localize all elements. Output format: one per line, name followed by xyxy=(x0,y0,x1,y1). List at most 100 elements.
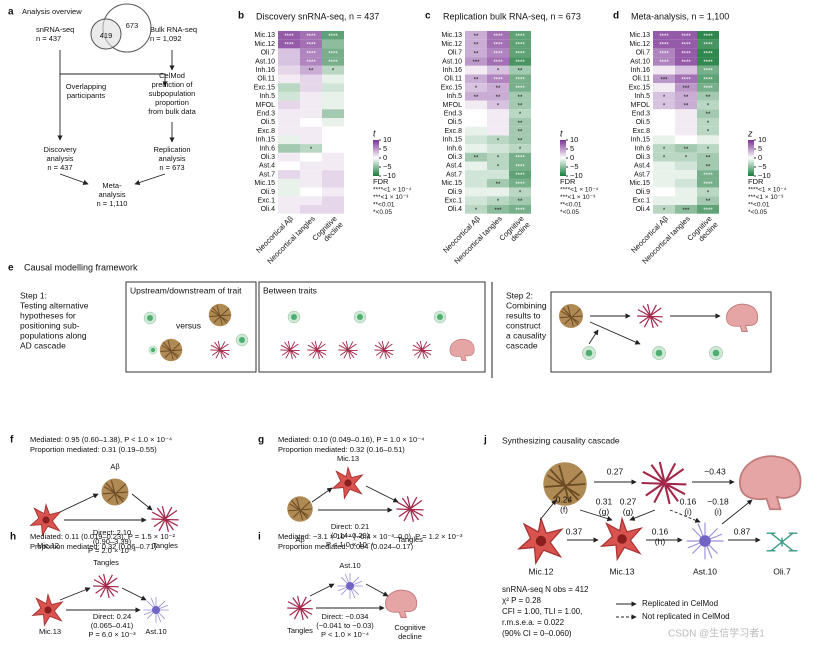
edge-label: (f) xyxy=(560,504,568,514)
heatmap-cell xyxy=(278,91,300,101)
significance-label: *** xyxy=(494,208,502,214)
significance-label: * xyxy=(707,191,710,197)
venn-label: 673 xyxy=(126,21,139,30)
heatmap-cell xyxy=(300,170,322,179)
color-tick-label: 5 xyxy=(570,144,574,153)
direct-effect: (0.14–0.29) xyxy=(331,531,370,540)
model-stat: (90% CI = 0–0.060) xyxy=(502,629,572,638)
heatmap-cell xyxy=(465,57,487,66)
heatmap-cell xyxy=(675,178,697,188)
heatmap-cell xyxy=(653,118,675,127)
heatmap-cell xyxy=(278,144,300,153)
heatmap-cell xyxy=(675,118,697,127)
heatmap-cell xyxy=(278,109,300,118)
heatmap-cell xyxy=(322,161,344,171)
significance-label: **** xyxy=(681,43,691,49)
panel-label: b xyxy=(238,11,244,22)
heatmap-cell xyxy=(465,205,487,214)
node-label: Discovery xyxy=(44,145,77,154)
row-label: Oli.11 xyxy=(632,76,650,83)
significance-label: * xyxy=(497,69,500,75)
significance-label: **** xyxy=(493,51,503,57)
significance-label: * xyxy=(497,156,500,162)
heatmap-cell xyxy=(653,152,675,162)
heatmap-cell xyxy=(653,187,675,197)
heatmap-cell xyxy=(322,178,344,188)
heatmap-cell xyxy=(509,178,531,188)
heatmap-cell xyxy=(322,126,344,136)
significance-label: * xyxy=(519,147,522,153)
heatmap-cell xyxy=(653,74,675,84)
heatmap-cell xyxy=(300,196,322,205)
row-label: Mic.13 xyxy=(441,32,462,39)
mediation-stat: Proportion mediated: 0.084 (0.024–0.17) xyxy=(278,542,414,551)
row-label: Mic.12 xyxy=(254,41,275,48)
panel-label: g xyxy=(258,435,264,446)
significance-label: * xyxy=(475,208,478,214)
node-label: from bulk data xyxy=(148,107,196,116)
significance-label: **** xyxy=(306,34,316,40)
heatmap-cell xyxy=(278,39,300,49)
node-label: Meta- xyxy=(102,181,122,190)
significance-label: *** xyxy=(660,77,668,83)
color-tick-label: 5 xyxy=(758,144,762,153)
row-label: End.3 xyxy=(632,110,650,117)
panel-label: h xyxy=(10,532,16,543)
heatmap-cell xyxy=(487,205,509,214)
heatmap-cell xyxy=(278,100,300,110)
heatmap-cell xyxy=(509,65,531,75)
heatmap-cell xyxy=(465,118,487,127)
heatmap-cell xyxy=(278,170,300,179)
direct-effect: Direct: 0.21 xyxy=(331,522,369,531)
heatmap-cell xyxy=(322,118,344,127)
heatmap-cell xyxy=(675,170,697,179)
heatmap-cell xyxy=(278,74,300,84)
legend-label: Replicated in CelMod xyxy=(642,599,718,608)
heatmap-cell xyxy=(322,91,344,101)
heatmap-cell xyxy=(697,74,719,84)
layout xyxy=(30,3,802,626)
significance-label: *** xyxy=(682,86,690,92)
heatmap-cell xyxy=(697,144,719,153)
heatmap-cell xyxy=(487,83,509,92)
heatmap-cell xyxy=(465,135,487,145)
fdr-title: FDR xyxy=(373,177,389,186)
heatmap-cell xyxy=(300,57,322,66)
heatmap-cell xyxy=(653,170,675,179)
heatmap-cell xyxy=(322,205,344,214)
row-label: Inh.5 xyxy=(259,93,275,100)
heatmap-cell xyxy=(675,74,697,84)
significance-label: ** xyxy=(474,77,479,83)
significance-label: **** xyxy=(659,43,669,49)
fdr-item: ***<1 × 10⁻³ xyxy=(748,194,784,201)
heatmap-cell xyxy=(487,144,509,153)
heatmap-cell xyxy=(509,144,531,153)
mediation-stat: Proportion mediated: 0.32 (0.16–0.51) xyxy=(278,445,405,454)
significance-label: **** xyxy=(306,51,316,57)
significance-label: ** xyxy=(518,138,523,144)
significance-label: ** xyxy=(684,147,689,153)
row-label: Oli.11 xyxy=(444,76,462,83)
significance-label: * xyxy=(707,147,710,153)
heatmap-cell xyxy=(675,135,697,145)
row-label: Exc.8 xyxy=(257,128,275,135)
significance-label: * xyxy=(663,156,666,162)
edge-label: (i) xyxy=(684,506,692,516)
significance-label: **** xyxy=(681,34,691,40)
row-label: Ast.7 xyxy=(634,171,650,178)
significance-label: **** xyxy=(681,51,691,57)
row-label: Ast.7 xyxy=(259,171,275,178)
edge-label: (i) xyxy=(714,506,722,516)
heatmap-cell xyxy=(697,91,719,101)
heatmap-cell xyxy=(465,74,487,84)
heatmap-cell xyxy=(697,57,719,66)
significance-label: **** xyxy=(681,77,691,83)
heatmap-cell xyxy=(653,31,675,40)
significance-label: ** xyxy=(706,199,711,205)
box-title: Between traits xyxy=(263,285,317,295)
row-label: End.3 xyxy=(444,110,462,117)
heatmap-cell xyxy=(509,118,531,127)
heatmap-cell xyxy=(465,187,487,197)
heatmap-cell xyxy=(300,178,322,188)
